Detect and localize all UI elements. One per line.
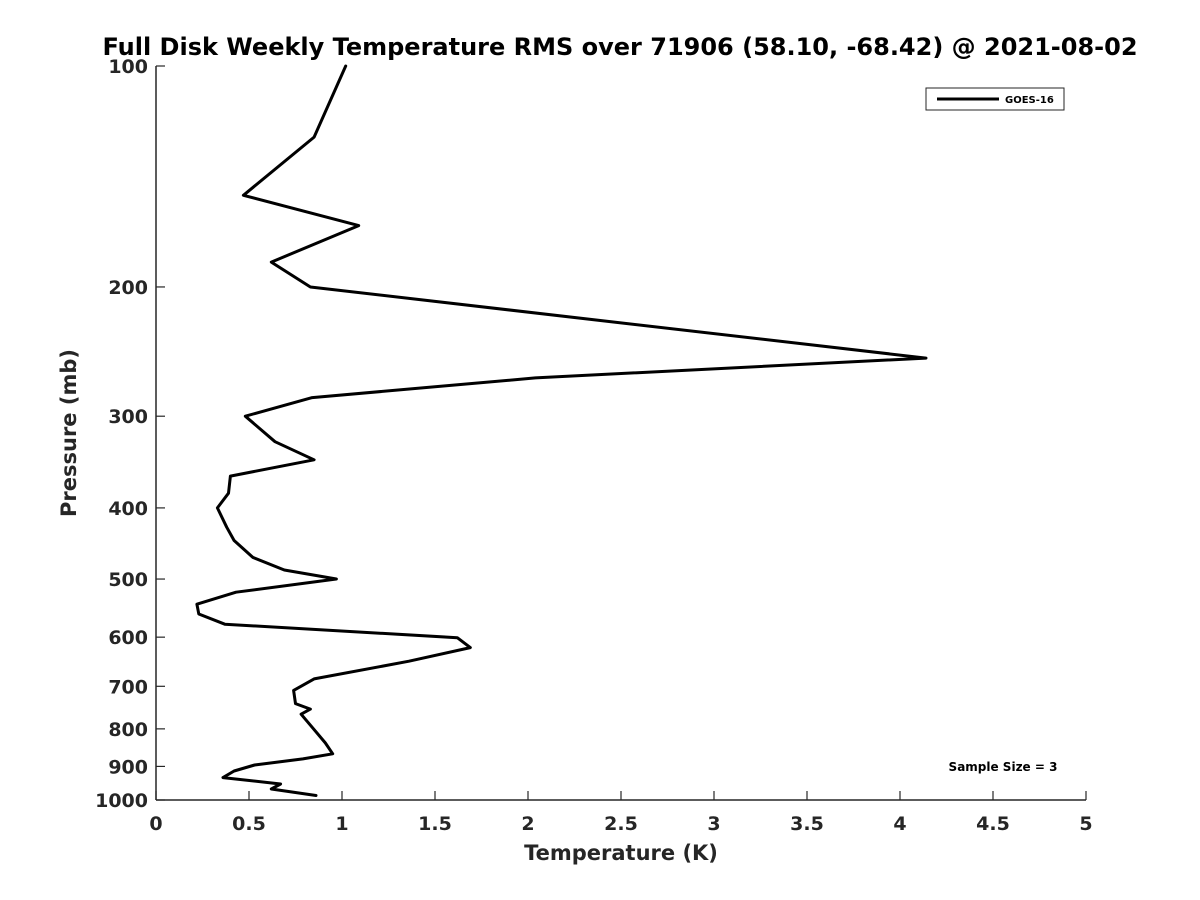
series-line-goes-16	[195, 64, 928, 797]
x-tick-label: 0.5	[232, 813, 266, 835]
x-axis-ticks: 0 0.5 1 1.5 2 2.5 3 3.5 4 4.5 5	[149, 791, 1093, 835]
y-tick-label: 900	[108, 756, 148, 778]
y-tick-label: 800	[108, 719, 148, 741]
x-tick-label: 3.5	[790, 813, 824, 835]
y-tick-label: 600	[108, 627, 148, 649]
y-tick-label: 500	[108, 569, 148, 591]
x-tick-label: 1	[335, 813, 348, 835]
legend-label-goes-16: GOES-16	[1005, 95, 1054, 106]
x-tick-label: 3	[707, 813, 720, 835]
y-tick-label: 100	[108, 56, 148, 78]
sample-size-annotation: Sample Size = 3	[949, 760, 1058, 774]
y-axis-ticks: 100 200 300 400 500 600 700 800 900 1000	[95, 56, 165, 812]
y-tick-label: 700	[108, 676, 148, 698]
y-tick-label: 1000	[95, 790, 148, 812]
x-tick-label: 0	[149, 813, 162, 835]
x-tick-label: 2.5	[604, 813, 638, 835]
x-tick-label: 2	[521, 813, 534, 835]
y-axis-label: Pressure (mb)	[57, 349, 81, 517]
y-tick-label: 200	[108, 277, 148, 299]
y-tick-label: 300	[108, 406, 148, 428]
x-axis-label: Temperature (K)	[524, 841, 718, 865]
x-tick-label: 4.5	[976, 813, 1010, 835]
x-tick-label: 5	[1079, 813, 1092, 835]
chart-title: Full Disk Weekly Temperature RMS over 71…	[102, 33, 1137, 61]
x-tick-label: 1.5	[418, 813, 452, 835]
legend: GOES-16	[925, 87, 1065, 111]
y-tick-label: 400	[108, 498, 148, 520]
series-layer	[195, 64, 928, 797]
x-tick-label: 4	[893, 813, 906, 835]
